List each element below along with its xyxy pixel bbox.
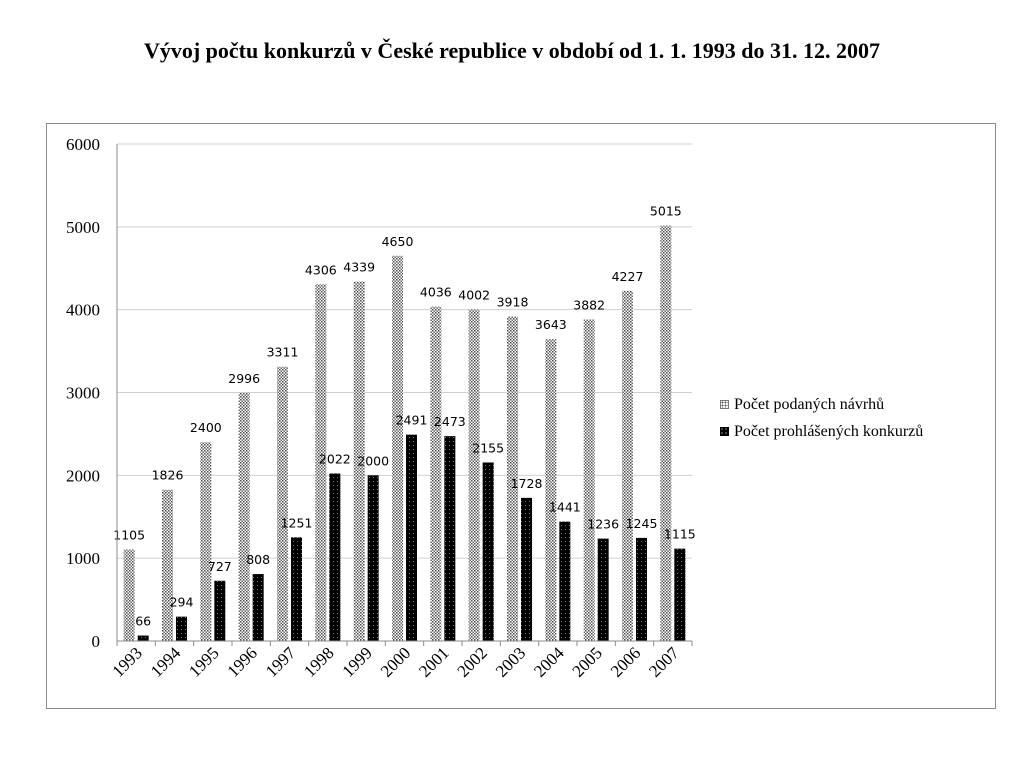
y-tick-label: 1000 bbox=[66, 549, 100, 568]
bar-podane-navrhy bbox=[353, 281, 365, 641]
data-label-podane-navrhy: 4227 bbox=[612, 269, 644, 284]
data-label-podane-navrhy: 2400 bbox=[190, 420, 222, 435]
bar-podane-navrhy bbox=[660, 225, 672, 642]
bar-prohlasene-konkurzy bbox=[214, 580, 226, 641]
data-label-prohlasene-konkurzy: 808 bbox=[246, 552, 270, 567]
y-tick-label: 0 bbox=[92, 632, 101, 651]
x-tick-label: 1996 bbox=[224, 643, 261, 680]
data-label-prohlasene-konkurzy: 1441 bbox=[549, 500, 581, 515]
bar-prohlasene-konkurzy bbox=[329, 473, 341, 641]
bar-podane-navrhy bbox=[277, 366, 288, 641]
data-label-prohlasene-konkurzy: 1236 bbox=[587, 517, 619, 532]
x-tick-label: 2001 bbox=[415, 643, 452, 680]
bar-prohlasene-konkurzy bbox=[521, 497, 532, 641]
y-tick-label: 6000 bbox=[66, 135, 100, 154]
data-label-podane-navrhy: 3643 bbox=[535, 317, 567, 332]
data-label-prohlasene-konkurzy: 1115 bbox=[664, 527, 696, 542]
data-label-prohlasene-konkurzy: 2491 bbox=[396, 413, 428, 428]
bar-podane-navrhy bbox=[545, 339, 557, 641]
legend-swatch-hatched bbox=[720, 400, 729, 409]
x-tick-label: 2004 bbox=[530, 643, 568, 681]
bar-podane-navrhy bbox=[622, 290, 633, 641]
x-tick-label: 2002 bbox=[454, 643, 491, 680]
data-label-podane-navrhy: 4036 bbox=[420, 285, 452, 300]
x-tick-label: 1998 bbox=[300, 643, 337, 680]
legend-item-series-2: Počet prohlášených konkurzů bbox=[720, 418, 923, 445]
bar-prohlasene-konkurzy bbox=[137, 635, 149, 641]
data-label-podane-navrhy: 3311 bbox=[267, 345, 299, 360]
bar-podane-navrhy bbox=[430, 306, 442, 641]
x-tick-label: 2000 bbox=[377, 643, 414, 680]
data-label-prohlasene-konkurzy: 2473 bbox=[434, 414, 466, 429]
y-tick-label: 5000 bbox=[66, 218, 100, 237]
bar-prohlasene-konkurzy bbox=[291, 537, 302, 641]
data-label-podane-navrhy: 3918 bbox=[497, 294, 529, 309]
data-label-prohlasene-konkurzy: 1251 bbox=[281, 515, 313, 530]
bar-podane-navrhy bbox=[123, 549, 135, 641]
bar-podane-navrhy bbox=[468, 309, 480, 641]
x-tick-label: 1997 bbox=[262, 643, 300, 681]
data-label-podane-navrhy: 4339 bbox=[343, 260, 375, 275]
x-tick-label: 1999 bbox=[339, 643, 376, 680]
data-label-prohlasene-konkurzy: 66 bbox=[135, 614, 151, 629]
x-tick-label: 2006 bbox=[607, 643, 644, 680]
y-tick-label: 2000 bbox=[66, 466, 100, 485]
data-label-podane-navrhy: 2996 bbox=[228, 371, 260, 386]
chart-legend: Počet podaných návrhů Počet prohlášených… bbox=[720, 391, 923, 445]
data-label-podane-navrhy: 4650 bbox=[382, 234, 414, 249]
bar-podane-navrhy bbox=[200, 442, 212, 641]
data-label-podane-navrhy: 1826 bbox=[152, 468, 184, 483]
data-label-podane-navrhy: 5015 bbox=[650, 204, 682, 219]
data-label-prohlasene-konkurzy: 727 bbox=[208, 559, 232, 574]
bar-podane-navrhy bbox=[162, 489, 173, 641]
data-label-prohlasene-konkurzy: 294 bbox=[170, 595, 194, 610]
bar-prohlasene-konkurzy bbox=[176, 616, 187, 641]
data-label-podane-navrhy: 3882 bbox=[573, 297, 605, 312]
bar-podane-navrhy bbox=[507, 316, 518, 641]
data-label-prohlasene-konkurzy: 1728 bbox=[511, 476, 543, 491]
bar-prohlasene-konkurzy bbox=[636, 537, 647, 641]
data-label-podane-navrhy: 1105 bbox=[113, 527, 145, 542]
bar-prohlasene-konkurzy bbox=[367, 475, 379, 641]
y-tick-label: 4000 bbox=[66, 301, 100, 320]
bar-prohlasene-konkurzy bbox=[444, 436, 456, 641]
bar-podane-navrhy bbox=[238, 392, 250, 641]
data-label-prohlasene-konkurzy: 1245 bbox=[626, 516, 658, 531]
bar-prohlasene-konkurzy bbox=[559, 521, 571, 641]
bar-podane-navrhy bbox=[583, 319, 595, 641]
y-tick-label: 3000 bbox=[66, 384, 100, 403]
bar-podane-navrhy bbox=[315, 284, 327, 641]
x-tick-label: 1995 bbox=[185, 643, 222, 680]
bar-prohlasene-konkurzy bbox=[406, 434, 417, 641]
legend-item-series-1: Počet podaných návrhů bbox=[720, 391, 923, 418]
data-label-podane-navrhy: 4306 bbox=[305, 262, 337, 277]
chart-title: Vývoj počtu konkurzů v České republice v… bbox=[143, 38, 881, 63]
bar-prohlasene-konkurzy bbox=[674, 548, 686, 641]
data-label-prohlasene-konkurzy: 2155 bbox=[472, 440, 504, 455]
data-label-podane-navrhy: 4002 bbox=[458, 288, 490, 303]
bar-prohlasene-konkurzy bbox=[597, 538, 609, 641]
x-tick-label: 1993 bbox=[109, 643, 146, 680]
bar-prohlasene-konkurzy bbox=[482, 462, 494, 641]
legend-swatch-dark bbox=[720, 427, 729, 436]
bar-podane-navrhy bbox=[392, 255, 403, 641]
x-tick-label: 1994 bbox=[147, 643, 185, 681]
bar-prohlasene-konkurzy bbox=[252, 574, 264, 641]
data-label-prohlasene-konkurzy: 2000 bbox=[357, 453, 389, 468]
legend-label-series-2: Počet prohlášených konkurzů bbox=[734, 422, 924, 440]
x-tick-label: 2007 bbox=[645, 643, 683, 681]
legend-label-series-1: Počet podaných návrhů bbox=[734, 395, 885, 413]
x-tick-label: 2003 bbox=[492, 643, 529, 680]
data-label-prohlasene-konkurzy: 2022 bbox=[319, 452, 351, 467]
x-tick-label: 2005 bbox=[569, 643, 606, 680]
